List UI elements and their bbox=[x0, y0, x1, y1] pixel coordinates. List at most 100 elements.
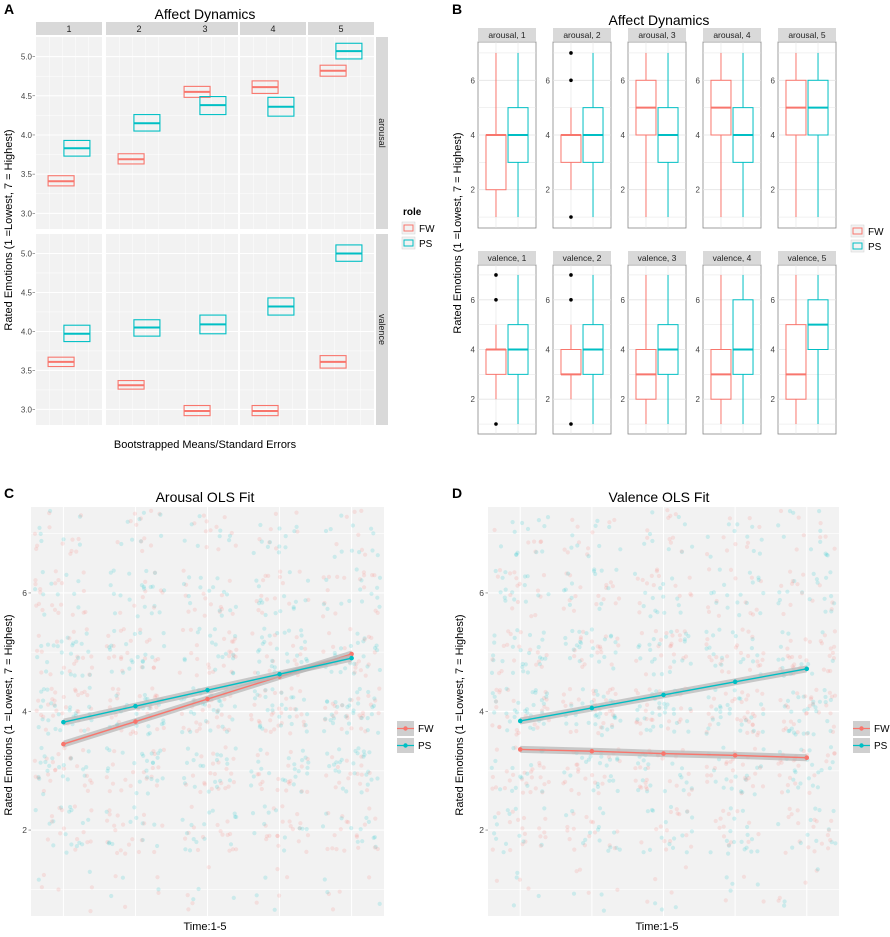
jitter-point bbox=[601, 694, 606, 699]
jitter-point bbox=[709, 591, 714, 596]
jitter-point bbox=[814, 577, 820, 582]
jitter-point bbox=[657, 701, 662, 706]
jitter-point bbox=[828, 570, 833, 575]
jitter-point bbox=[512, 635, 517, 641]
jitter-point bbox=[704, 730, 709, 735]
jitter-point bbox=[156, 890, 161, 896]
jitter-point bbox=[45, 687, 50, 692]
jitter-point bbox=[191, 758, 196, 763]
jitter-point bbox=[663, 820, 668, 825]
jitter-point bbox=[304, 827, 309, 832]
facet-panel bbox=[172, 234, 238, 425]
jitter-point bbox=[365, 664, 370, 669]
jitter-point bbox=[326, 811, 331, 816]
jitter-point bbox=[339, 816, 344, 821]
jitter-point bbox=[596, 731, 601, 736]
jitter-point bbox=[338, 646, 344, 651]
strip-col-label: 4 bbox=[270, 24, 275, 34]
jitter-point bbox=[76, 579, 81, 584]
jitter-point bbox=[264, 654, 269, 659]
jitter-point bbox=[130, 837, 135, 842]
jitter-point bbox=[75, 654, 80, 659]
jitter-point bbox=[576, 769, 581, 774]
jitter-point bbox=[112, 823, 117, 828]
jitter-point bbox=[210, 761, 216, 766]
jitter-point bbox=[493, 758, 498, 764]
jitter-point bbox=[161, 631, 166, 636]
jitter-point bbox=[123, 851, 128, 856]
jitter-point bbox=[540, 549, 545, 554]
jitter-point bbox=[561, 781, 566, 786]
jitter-point bbox=[510, 644, 515, 649]
jitter-point bbox=[707, 567, 712, 572]
jitter-point bbox=[119, 788, 124, 793]
jitter-point bbox=[44, 669, 49, 674]
jitter-point bbox=[57, 765, 62, 770]
jitter-point bbox=[818, 639, 823, 644]
jitter-point bbox=[495, 574, 500, 579]
jitter-point bbox=[219, 613, 224, 618]
jitter-point bbox=[733, 576, 738, 581]
jitter-point bbox=[746, 653, 751, 659]
jitter-point bbox=[689, 844, 694, 849]
jitter-point bbox=[225, 832, 230, 838]
jitter-point bbox=[831, 656, 837, 661]
jitter-point bbox=[710, 717, 716, 722]
jitter-point bbox=[111, 568, 116, 573]
jitter-point bbox=[638, 656, 643, 661]
jitter-point bbox=[271, 659, 276, 664]
jitter-point bbox=[52, 702, 57, 707]
strip-col-label: 5 bbox=[338, 24, 343, 34]
jitter-point bbox=[254, 578, 259, 583]
jitter-point bbox=[218, 604, 223, 610]
jitter-point bbox=[642, 716, 647, 721]
y-tick-label: 3.0 bbox=[21, 209, 33, 218]
jitter-point bbox=[352, 509, 357, 514]
jitter-point bbox=[216, 708, 221, 713]
jitter-point bbox=[148, 584, 153, 590]
jitter-point bbox=[330, 846, 335, 851]
jitter-point bbox=[531, 702, 536, 708]
jitter-point bbox=[825, 719, 830, 724]
jitter-point bbox=[115, 691, 120, 696]
jitter-point bbox=[147, 637, 152, 642]
jitter-point bbox=[658, 637, 664, 642]
jitter-point bbox=[231, 656, 236, 661]
jitter-point bbox=[275, 833, 280, 839]
jitter-point bbox=[542, 830, 547, 835]
jitter-point bbox=[349, 726, 354, 731]
jitter-point bbox=[285, 659, 290, 664]
jitter-point bbox=[512, 708, 518, 713]
jitter-point bbox=[645, 809, 651, 814]
jitter-point bbox=[347, 598, 352, 604]
jitter-point bbox=[306, 760, 311, 765]
jitter-point bbox=[252, 696, 258, 701]
jitter-point bbox=[745, 730, 750, 736]
y-tick-label: 4.0 bbox=[21, 131, 33, 140]
jitter-point bbox=[823, 609, 828, 614]
jitter-point bbox=[510, 809, 515, 814]
jitter-point bbox=[760, 691, 765, 696]
jitter-point bbox=[150, 760, 156, 766]
jitter-point bbox=[524, 707, 530, 712]
jitter-point bbox=[677, 719, 682, 725]
jitter-point bbox=[678, 638, 683, 643]
jitter-point bbox=[375, 648, 380, 653]
jitter-point bbox=[827, 690, 833, 695]
jitter-point bbox=[250, 811, 256, 816]
ols-point-ps bbox=[277, 671, 282, 677]
panel-d-chart: 246 bbox=[479, 507, 839, 916]
legend-c-point-ps bbox=[403, 743, 408, 748]
jitter-point bbox=[760, 729, 765, 734]
jitter-point bbox=[643, 708, 648, 713]
jitter-point bbox=[515, 628, 520, 633]
jitter-point bbox=[643, 590, 648, 595]
jitter-point bbox=[494, 822, 499, 827]
jitter-point bbox=[739, 791, 744, 796]
jitter-point bbox=[735, 809, 740, 814]
jitter-point bbox=[338, 670, 343, 675]
jitter-point bbox=[64, 572, 69, 578]
jitter-point bbox=[755, 733, 760, 738]
jitter-point bbox=[182, 781, 188, 786]
jitter-point bbox=[231, 653, 236, 658]
